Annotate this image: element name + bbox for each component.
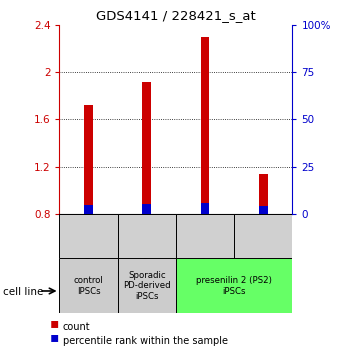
Text: ▪: ▪ — [49, 316, 59, 330]
Text: ▪: ▪ — [49, 330, 59, 343]
Text: control
IPSCs: control IPSCs — [74, 276, 103, 296]
Text: count: count — [63, 322, 90, 332]
Bar — [84, 105, 93, 214]
Bar — [176, 258, 292, 313]
Bar — [176, 214, 234, 258]
Bar — [142, 204, 151, 214]
Bar — [59, 258, 118, 313]
Bar — [259, 206, 268, 214]
Text: percentile rank within the sample: percentile rank within the sample — [63, 336, 228, 346]
Bar — [118, 214, 176, 258]
Text: Sporadic
PD-derived
iPSCs: Sporadic PD-derived iPSCs — [123, 271, 171, 301]
Bar — [201, 203, 209, 214]
Bar — [118, 258, 176, 313]
Bar — [201, 36, 209, 214]
Bar — [59, 214, 118, 258]
Text: cell line: cell line — [3, 287, 44, 297]
Bar — [142, 81, 151, 214]
Title: GDS4141 / 228421_s_at: GDS4141 / 228421_s_at — [96, 9, 256, 22]
Text: presenilin 2 (PS2)
iPSCs: presenilin 2 (PS2) iPSCs — [196, 276, 272, 296]
Bar — [234, 214, 292, 258]
Bar — [84, 205, 93, 214]
Bar — [259, 174, 268, 214]
